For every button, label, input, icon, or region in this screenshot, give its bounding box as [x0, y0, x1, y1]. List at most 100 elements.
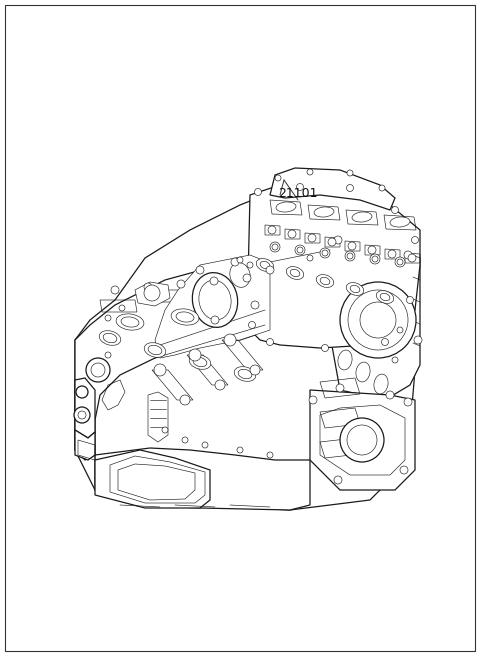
- Circle shape: [360, 302, 396, 338]
- Circle shape: [211, 316, 219, 324]
- Circle shape: [144, 285, 160, 301]
- Ellipse shape: [260, 261, 270, 269]
- Circle shape: [388, 250, 396, 258]
- Circle shape: [404, 251, 412, 259]
- Circle shape: [86, 358, 110, 382]
- Circle shape: [408, 254, 416, 262]
- Circle shape: [322, 344, 328, 352]
- Circle shape: [78, 411, 86, 419]
- Ellipse shape: [380, 293, 390, 300]
- Circle shape: [386, 391, 394, 399]
- Circle shape: [411, 237, 419, 243]
- Circle shape: [215, 380, 225, 390]
- Circle shape: [266, 338, 274, 346]
- Circle shape: [336, 384, 344, 392]
- Circle shape: [224, 334, 236, 346]
- Circle shape: [231, 258, 239, 266]
- Polygon shape: [270, 168, 395, 210]
- Ellipse shape: [144, 342, 166, 358]
- Ellipse shape: [199, 280, 231, 320]
- Circle shape: [237, 257, 243, 263]
- Circle shape: [237, 447, 243, 453]
- Circle shape: [119, 305, 125, 311]
- Polygon shape: [75, 260, 270, 460]
- Ellipse shape: [189, 355, 211, 369]
- Circle shape: [334, 236, 342, 244]
- Ellipse shape: [352, 212, 372, 222]
- Ellipse shape: [234, 367, 256, 381]
- Ellipse shape: [316, 275, 334, 287]
- Circle shape: [368, 246, 376, 254]
- Circle shape: [105, 352, 111, 358]
- Ellipse shape: [350, 285, 360, 293]
- Ellipse shape: [320, 277, 330, 285]
- Circle shape: [320, 248, 330, 258]
- Circle shape: [347, 184, 353, 192]
- Circle shape: [372, 256, 378, 262]
- Ellipse shape: [171, 309, 199, 325]
- Ellipse shape: [121, 317, 139, 327]
- Circle shape: [395, 257, 405, 267]
- Circle shape: [309, 396, 317, 404]
- Circle shape: [370, 254, 380, 264]
- Ellipse shape: [338, 350, 352, 370]
- Ellipse shape: [256, 258, 274, 272]
- Ellipse shape: [346, 283, 364, 295]
- Circle shape: [272, 244, 278, 250]
- Circle shape: [182, 437, 188, 443]
- Circle shape: [177, 280, 185, 288]
- Circle shape: [404, 398, 412, 406]
- Text: 21101: 21101: [278, 187, 318, 200]
- Circle shape: [270, 242, 280, 252]
- Ellipse shape: [192, 273, 238, 327]
- Circle shape: [154, 364, 166, 376]
- Circle shape: [400, 466, 408, 474]
- Ellipse shape: [148, 345, 162, 355]
- Circle shape: [340, 418, 384, 462]
- Circle shape: [307, 169, 313, 175]
- Circle shape: [180, 395, 190, 405]
- Circle shape: [382, 338, 388, 346]
- Circle shape: [202, 442, 208, 448]
- Circle shape: [247, 262, 253, 268]
- Circle shape: [210, 277, 218, 285]
- Polygon shape: [75, 378, 95, 438]
- Polygon shape: [95, 450, 210, 508]
- Circle shape: [347, 253, 353, 259]
- Circle shape: [392, 207, 398, 213]
- Ellipse shape: [376, 291, 394, 304]
- Circle shape: [308, 234, 316, 242]
- Ellipse shape: [230, 262, 250, 287]
- Circle shape: [250, 365, 260, 375]
- Circle shape: [249, 321, 255, 329]
- Polygon shape: [75, 430, 95, 460]
- Circle shape: [74, 407, 90, 423]
- Circle shape: [414, 336, 422, 344]
- Circle shape: [322, 250, 328, 256]
- Circle shape: [275, 175, 281, 181]
- Polygon shape: [95, 448, 310, 510]
- Circle shape: [392, 357, 398, 363]
- Circle shape: [347, 425, 377, 455]
- Polygon shape: [248, 185, 420, 348]
- Circle shape: [397, 327, 403, 333]
- Ellipse shape: [193, 358, 207, 367]
- Circle shape: [322, 249, 328, 255]
- Circle shape: [251, 301, 259, 309]
- Circle shape: [105, 315, 111, 321]
- Circle shape: [307, 255, 313, 261]
- Circle shape: [347, 170, 353, 176]
- Circle shape: [267, 452, 273, 458]
- Ellipse shape: [290, 270, 300, 277]
- Circle shape: [266, 266, 274, 274]
- Circle shape: [334, 476, 342, 484]
- Circle shape: [288, 230, 296, 238]
- Circle shape: [328, 238, 336, 246]
- Circle shape: [297, 184, 303, 190]
- Circle shape: [348, 290, 408, 350]
- Polygon shape: [135, 282, 170, 306]
- Ellipse shape: [238, 369, 252, 379]
- Ellipse shape: [176, 312, 194, 322]
- Circle shape: [345, 251, 355, 261]
- Circle shape: [340, 282, 416, 358]
